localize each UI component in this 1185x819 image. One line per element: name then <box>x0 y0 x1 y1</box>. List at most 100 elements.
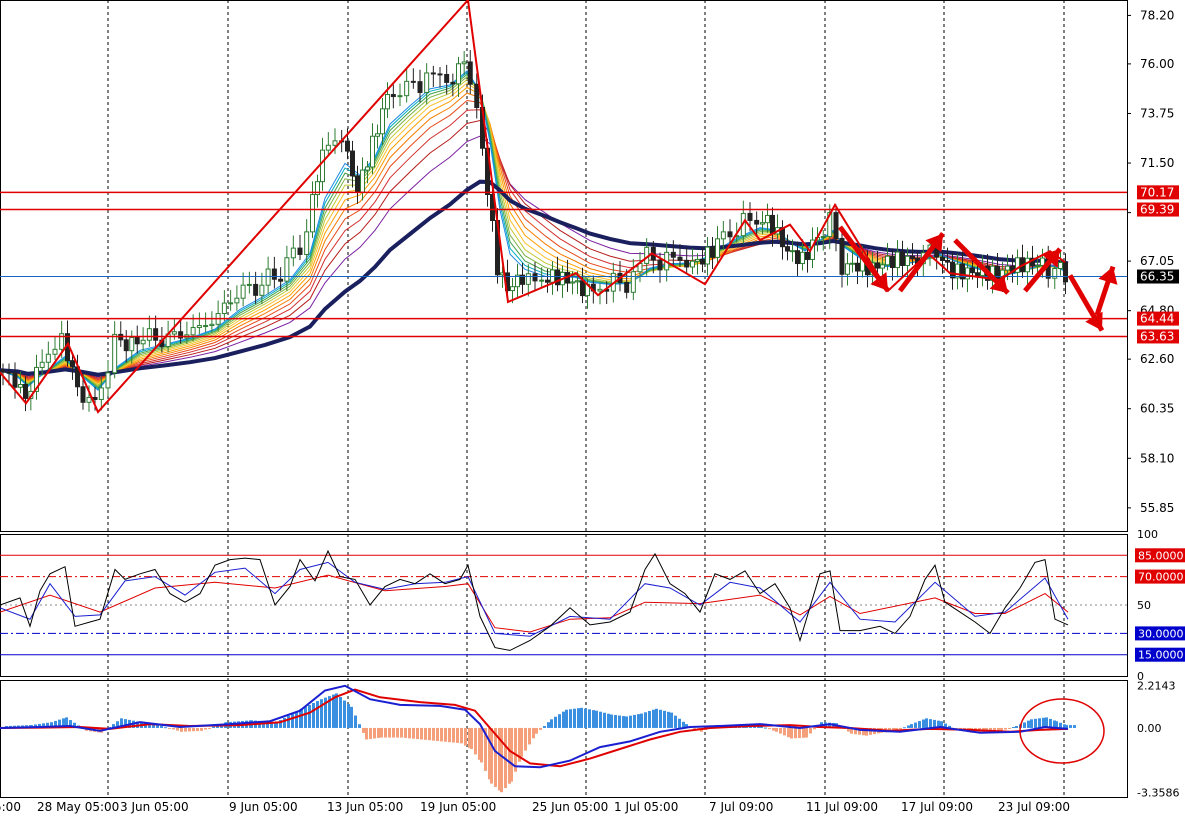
macd-histogram-bar <box>610 714 613 728</box>
stoch-level-label: 30.0000 <box>1138 627 1184 640</box>
candle-body <box>271 268 277 280</box>
candle-body <box>424 72 430 93</box>
macd-histogram-bar <box>347 704 350 728</box>
candle-body <box>885 255 890 266</box>
macd-histogram-bar <box>332 694 335 728</box>
macd-histogram-bar <box>208 727 211 729</box>
y-tick-label: 73.75 <box>1140 106 1174 120</box>
candle-body <box>370 135 375 168</box>
macd-histogram-bar <box>918 721 921 728</box>
macd-histogram-bar <box>948 725 951 728</box>
macd-histogram-bar <box>300 708 303 728</box>
candle-body <box>265 268 271 286</box>
macd-histogram-bar <box>622 716 625 728</box>
macd-histogram-bar <box>764 727 767 729</box>
arrow-head <box>1098 266 1118 285</box>
candle-body <box>677 256 683 261</box>
candle-body <box>780 227 785 248</box>
macd-histogram-bar <box>865 727 868 736</box>
macd-histogram-bar <box>633 714 636 728</box>
macd-histogram-bar <box>940 721 943 728</box>
candle-body <box>960 263 965 280</box>
macd-histogram-bar <box>1030 719 1033 728</box>
macd-histogram-bar <box>452 727 455 743</box>
stochastic-pane <box>0 549 1127 656</box>
y-tick-label: 58.10 <box>1140 451 1174 465</box>
x-tick-label: 7 Jul 09:00 <box>709 800 773 814</box>
pane-frame-1 <box>0 0 1128 532</box>
macd-histogram-bar <box>262 721 265 728</box>
candle-body <box>770 214 775 235</box>
macd-histogram-bar <box>644 712 647 728</box>
macd-histogram-bar <box>448 727 451 743</box>
candle-body <box>284 257 290 282</box>
macd-histogram-bar <box>1027 720 1030 728</box>
arrow-head <box>989 274 1008 293</box>
candle-body <box>278 278 284 282</box>
macd-histogram-bar <box>580 707 583 728</box>
candle-body <box>18 384 23 388</box>
macd-histogram-bar <box>1059 722 1062 728</box>
candle-body <box>555 269 560 286</box>
candle-body <box>45 353 51 363</box>
macd-histogram-bar <box>362 727 365 733</box>
macd-histogram-bar <box>304 706 307 728</box>
candle-body <box>690 260 695 268</box>
macd-histogram-bar <box>847 727 850 732</box>
candle-body <box>515 274 520 288</box>
candle-body <box>695 258 700 262</box>
macd-histogram-bar <box>176 727 179 731</box>
macd-histogram-bar <box>828 722 831 728</box>
candle-body <box>390 94 396 98</box>
macd-histogram-bar <box>659 709 662 728</box>
candle-body <box>23 384 28 399</box>
macd-histogram-bar <box>562 711 565 728</box>
candle-body <box>845 263 850 275</box>
macd-histogram-bar <box>937 720 940 728</box>
candle-body <box>950 261 955 279</box>
macd-histogram-bar <box>470 727 473 750</box>
macd-histogram-bar <box>58 719 61 728</box>
stoch-level-tag <box>1135 647 1185 662</box>
macd-histogram-bar <box>1065 725 1068 728</box>
price-level-tag <box>1137 202 1179 217</box>
macd-histogram-bar <box>514 727 517 772</box>
candle-body <box>203 325 209 328</box>
candle-body <box>12 372 18 388</box>
macd-histogram-bar <box>460 727 463 744</box>
candle-body <box>510 286 515 292</box>
candle-body <box>520 274 525 285</box>
macd-y-tick-label: 2.2143 <box>1137 679 1176 692</box>
macd-histogram-bar <box>212 726 215 728</box>
candle-body <box>86 396 92 403</box>
macd-histogram-bar <box>316 701 319 728</box>
candle-body <box>404 80 410 97</box>
candle-body <box>98 387 104 400</box>
macd-histogram-bar <box>508 727 511 784</box>
macd-histogram-bar <box>500 727 503 793</box>
candle-body <box>580 280 585 297</box>
macd-histogram-bar <box>484 727 487 771</box>
macd-histogram-bar <box>685 724 688 728</box>
macd-histogram-bar <box>343 700 346 728</box>
macd-histogram-bar <box>204 727 207 730</box>
candle-body <box>570 281 575 284</box>
macd-histogram-bar <box>997 727 1000 732</box>
candle-body <box>900 251 905 266</box>
candle-body <box>670 251 676 258</box>
macd-histogram-bar <box>196 727 199 732</box>
macd-histogram-bar <box>152 724 155 728</box>
price-level-label: 69.39 <box>1140 203 1174 217</box>
macd-histogram-bar <box>925 718 928 728</box>
candle-body <box>1035 264 1040 267</box>
candle-body <box>790 250 795 253</box>
macd-histogram-bar <box>192 727 195 732</box>
macd-histogram-bar <box>599 711 602 728</box>
candle-body <box>253 283 259 296</box>
current-price-label: 66.35 <box>1140 270 1174 284</box>
candle-body <box>525 273 531 285</box>
candle-body <box>839 237 845 275</box>
macd-histogram-bar <box>629 715 632 728</box>
macd-histogram-bar <box>693 727 696 729</box>
macd-histogram-bar <box>858 727 861 735</box>
